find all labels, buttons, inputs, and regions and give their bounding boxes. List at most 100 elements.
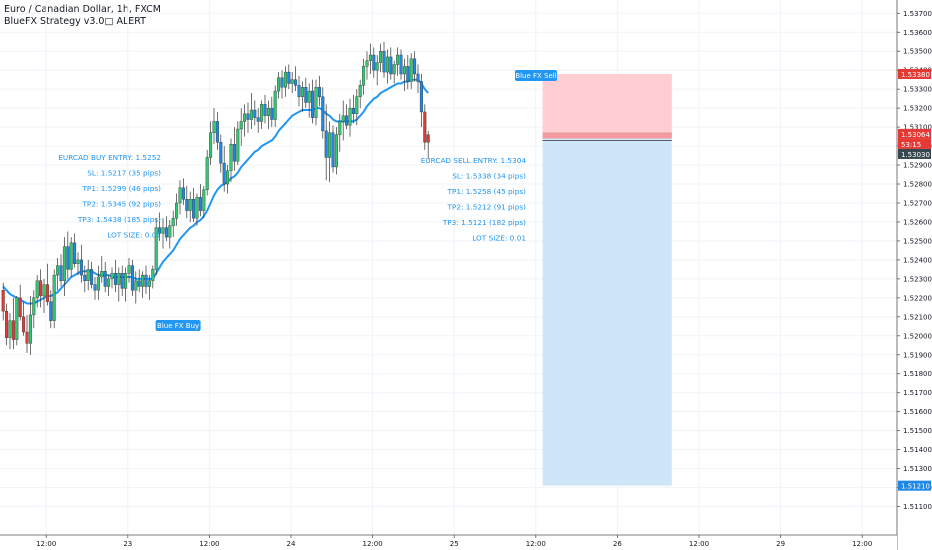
candle-body [39,280,43,297]
candle [215,111,219,150]
price-label-bg [898,128,931,139]
candle [39,269,43,308]
candle [419,73,423,128]
candle-body [419,81,423,113]
price-tick-label: 1.52300 [903,275,932,283]
candle [134,271,138,304]
candle-body [226,170,230,185]
candle [52,269,56,329]
candle-body [127,265,131,274]
candle [100,256,104,283]
price-tick-label: 1.52600 [903,218,932,226]
candle [382,41,386,78]
candle-body [368,54,372,61]
candle [362,58,366,95]
candle-body [246,113,250,120]
price-tick-label: 1.52900 [903,162,932,170]
strategy-name: BlueFX Strategy v3.0□ ALERT [4,16,146,27]
candle-body [314,87,318,118]
candle [107,275,111,296]
candle-body [253,109,257,118]
candle-body [324,130,328,158]
candle [164,216,168,241]
price-label-bg [898,148,931,159]
candle [42,278,46,314]
candle-body [219,142,223,164]
price-label-text: 53:15 [901,141,921,149]
candle [154,218,158,276]
candle [236,121,240,166]
candle-body [175,202,179,219]
candle-body [96,276,100,291]
candle-body [158,227,162,234]
candle [76,252,80,276]
candle [147,275,151,300]
candle [280,70,284,99]
buy-signal-badge [155,320,201,331]
price-tick-label: 1.51600 [903,408,932,416]
candle-body [287,71,291,84]
candle-body [392,64,396,75]
candle-body [25,331,29,344]
chart-grid [0,0,897,535]
candle [25,314,29,353]
candle [317,75,321,107]
candle [45,263,49,306]
candle-body [45,284,49,302]
price-tick-label: 1.53600 [903,29,932,37]
candle [290,72,294,93]
candle-body [379,51,383,63]
candle-body [338,121,342,135]
candle [416,64,420,93]
candle-body [355,96,359,115]
time-tick-label: 12:00 [199,540,219,548]
price-label-bg [898,68,931,79]
candle [348,98,352,137]
candle [11,297,15,350]
candle-body [83,274,87,281]
candle-body [236,128,240,162]
candle-body [222,162,226,185]
candle [328,121,332,183]
candle [62,237,66,296]
candle [141,271,145,298]
candle-body [178,187,182,204]
candle [311,79,315,124]
candle [229,138,233,183]
candle-body [331,132,335,168]
candle [73,233,77,268]
candle [209,121,213,166]
buy-signal-line: EURCAD BUY ENTRY: 1.5252 [58,153,161,162]
candle-body [317,87,321,97]
candle-body [86,269,90,281]
candle-body [5,310,9,338]
candle [355,89,359,126]
candle-body [362,66,366,86]
price-tick-label: 1.53200 [903,105,932,113]
candle-body [185,199,189,211]
candle [130,259,134,296]
candle-body [124,272,128,289]
candle [260,100,264,130]
candles [1,41,430,355]
candle [372,47,376,78]
time-tick-label: 12:00 [689,540,709,548]
candle [334,127,338,175]
candle-body [280,77,284,88]
candle [375,55,379,86]
candle [266,100,270,130]
price-label-bg [898,480,931,491]
candle [198,184,202,217]
candle-body [311,90,315,118]
candle-body [161,227,165,234]
candle [35,275,39,308]
candle-body [321,96,325,132]
candle [178,180,182,215]
candle [246,102,250,133]
candle [171,210,175,238]
candle-body [130,265,134,291]
candle-body [100,271,104,278]
candle-body [375,62,379,71]
time-tick-label: 25 [450,540,459,548]
